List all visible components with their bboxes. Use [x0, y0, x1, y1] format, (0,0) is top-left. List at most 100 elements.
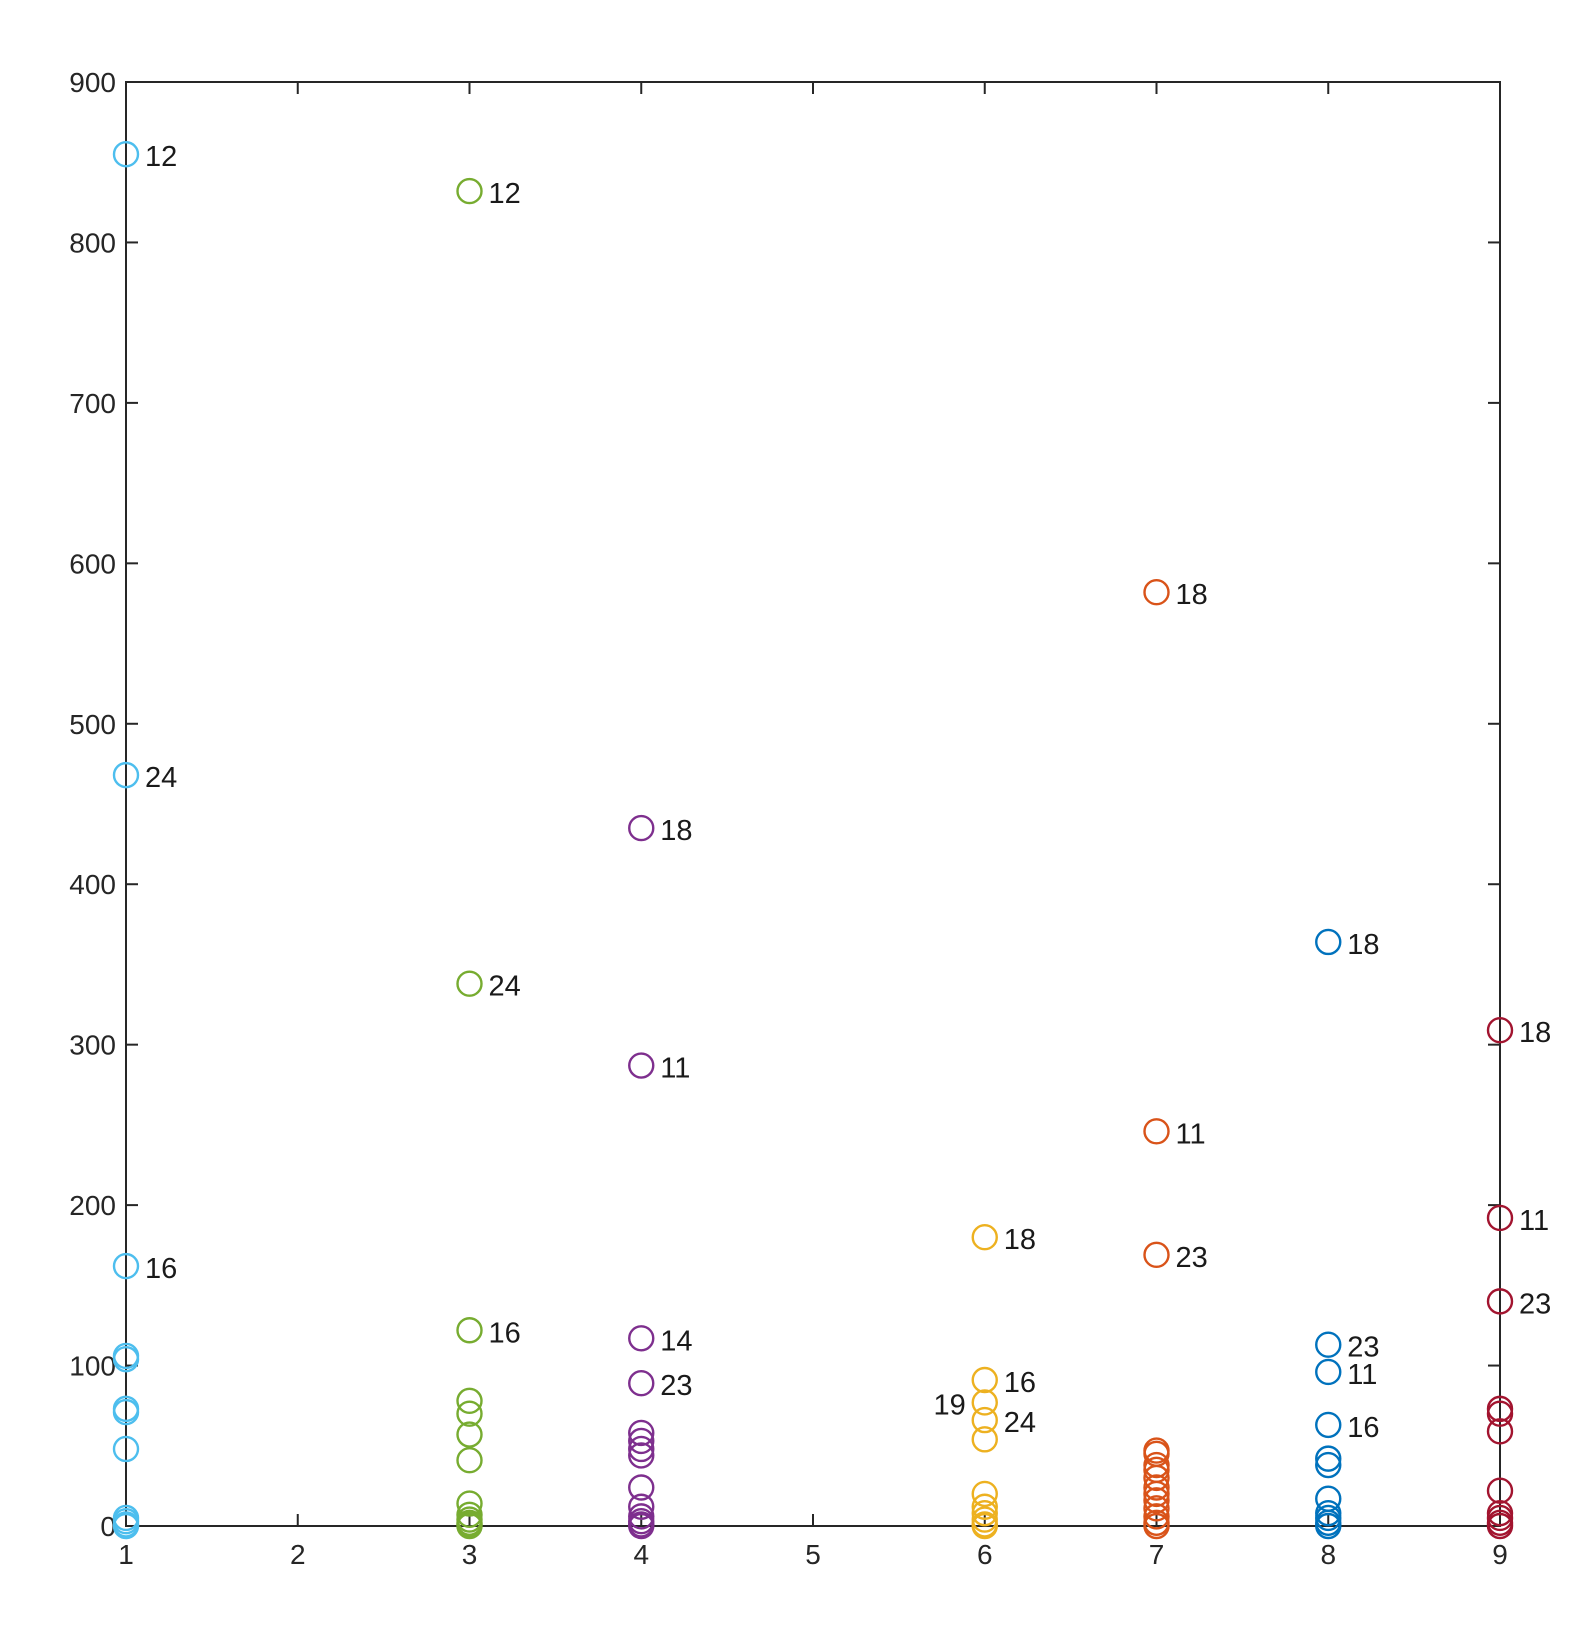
data-point	[112, 140, 140, 168]
data-point	[112, 1398, 140, 1426]
data-point	[112, 1252, 140, 1280]
data-label: 11	[660, 1053, 690, 1085]
data-label: 18	[660, 815, 692, 847]
data-label: 23	[1347, 1332, 1379, 1364]
data-point	[1143, 1480, 1170, 1508]
data-point	[1315, 928, 1342, 956]
data-point	[456, 970, 483, 997]
data-point	[1315, 1331, 1342, 1358]
data-label: 16	[1347, 1412, 1379, 1444]
y-tick-label: 700	[69, 388, 116, 419]
data-point	[1143, 1474, 1170, 1501]
data-point	[971, 1389, 998, 1416]
data-label: 12	[145, 141, 177, 173]
data-markers	[112, 140, 1514, 1540]
data-label: 24	[145, 762, 177, 794]
data-point	[1486, 1017, 1514, 1044]
data-point	[1315, 1358, 1342, 1386]
data-point	[628, 1325, 655, 1352]
data-point	[628, 1419, 655, 1447]
data-point	[112, 761, 140, 789]
data-point	[1143, 1495, 1170, 1522]
data-point	[112, 1512, 140, 1540]
data-point	[628, 814, 655, 842]
data-point	[1486, 1400, 1514, 1427]
x-tick-label: 7	[1149, 1539, 1165, 1570]
data-point	[456, 1317, 483, 1344]
data-point	[971, 1406, 998, 1434]
data-label: 19	[933, 1389, 965, 1421]
data-point	[456, 1490, 483, 1517]
data-point	[971, 1366, 998, 1394]
data-point	[456, 1387, 483, 1415]
data-point	[1486, 1288, 1514, 1315]
data-point	[456, 1400, 483, 1427]
data-point	[112, 1435, 140, 1463]
data-point	[971, 1499, 998, 1527]
data-point	[1315, 1411, 1342, 1439]
x-tick-label: 4	[633, 1539, 649, 1570]
data-point	[628, 1370, 655, 1397]
data-point	[456, 1512, 483, 1540]
data-label: 18	[1519, 1017, 1551, 1049]
x-tick-label: 2	[290, 1539, 306, 1570]
x-tick-label: 9	[1492, 1539, 1508, 1570]
data-point	[456, 177, 483, 205]
point-labels: 1224161224161811142318161924181123182311…	[145, 141, 1551, 1444]
y-tick-label: 300	[69, 1030, 116, 1061]
data-label: 16	[1004, 1367, 1036, 1399]
data-label: 18	[1347, 929, 1379, 961]
data-point	[1143, 1487, 1170, 1514]
data-point	[971, 1223, 998, 1251]
data-point	[628, 1442, 655, 1469]
data-point	[971, 1426, 998, 1453]
data-point	[1486, 1418, 1514, 1445]
data-label: 23	[1519, 1288, 1551, 1320]
data-label: 11	[1347, 1359, 1377, 1391]
data-point	[1143, 1503, 1170, 1530]
data-label: 24	[1004, 1407, 1036, 1439]
y-tick-label: 100	[69, 1351, 116, 1382]
x-tick-label: 3	[462, 1539, 478, 1570]
x-tick-label: 8	[1320, 1539, 1336, 1570]
data-point	[1486, 1477, 1514, 1504]
data-point	[1486, 1512, 1514, 1540]
data-point	[628, 1512, 655, 1540]
data-label: 24	[489, 971, 521, 1003]
data-label: 11	[1519, 1205, 1549, 1237]
data-label: 12	[489, 178, 521, 210]
data-point	[1486, 1204, 1514, 1232]
y-tick-label: 800	[69, 227, 116, 258]
axis-ticks	[125, 81, 1501, 1527]
data-point	[1143, 1464, 1170, 1492]
data-label: 11	[1176, 1118, 1206, 1150]
y-tick-label: 400	[69, 869, 116, 900]
data-point	[1315, 1451, 1342, 1479]
x-tick-label: 5	[805, 1539, 821, 1570]
data-point	[971, 1512, 998, 1540]
data-point	[1143, 579, 1170, 606]
data-label: 18	[1004, 1224, 1036, 1256]
y-tick-label: 600	[69, 548, 116, 579]
data-point	[1143, 1118, 1170, 1145]
y-tick-label: 0	[100, 1511, 116, 1542]
data-point	[628, 1052, 655, 1079]
data-point	[971, 1480, 998, 1508]
data-point	[112, 1345, 140, 1373]
data-point	[1315, 1512, 1342, 1540]
data-point	[1143, 1241, 1170, 1269]
data-point	[971, 1493, 998, 1520]
y-tick-label: 200	[69, 1190, 116, 1221]
data-point	[456, 1421, 483, 1448]
y-tick-label: 900	[69, 67, 116, 98]
data-label: 14	[660, 1325, 692, 1357]
data-label: 23	[1176, 1242, 1208, 1274]
data-point	[1143, 1512, 1170, 1540]
plot-box	[125, 81, 1501, 1527]
data-label: 23	[660, 1370, 692, 1402]
data-point	[456, 1447, 483, 1474]
data-point	[628, 1493, 655, 1520]
